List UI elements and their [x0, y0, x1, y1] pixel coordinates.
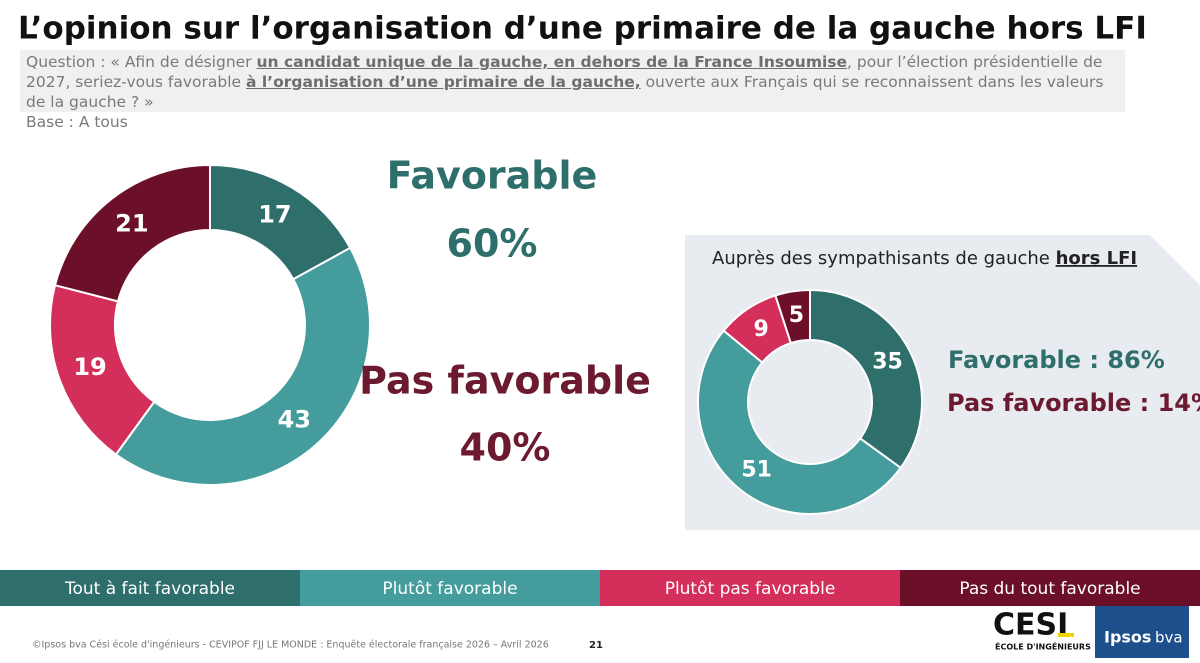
legend-swatch [900, 570, 1200, 606]
legend-swatch [0, 570, 300, 606]
group-name: Pas favorable [359, 359, 651, 403]
ipsos-logo: Ipsos [1104, 628, 1151, 647]
cesi-sub: ÉCOLE D'INGÉNIEURS [995, 641, 1091, 652]
question-text: , pour l’élection présidentielle de 2027… [26, 53, 1103, 91]
question-emphasis: à l’organisation d’une primaire de la ga… [246, 73, 641, 91]
legend-swatch [300, 570, 600, 606]
title: L’opinion sur l’organisation d’une prima… [18, 11, 1147, 47]
donut-slice [114, 246, 371, 486]
legend-label: Pas du tout favorable [959, 579, 1140, 599]
group-label: Favorable : 86% [948, 346, 1165, 374]
panel-title-text: Auprès des sympathisants de gauche [712, 248, 1056, 269]
base-text: Base : A tous [26, 113, 128, 131]
footer-source: ©Ipsos bva Cési école d'ingénieurs - CEV… [32, 640, 549, 651]
ipsos-logo-box [1095, 606, 1189, 658]
panel-title: Auprès des sympathisants de gauche hors … [712, 248, 1137, 269]
group-label: Pas favorable : 14% [947, 389, 1200, 417]
donut-slice [774, 288, 811, 345]
cesi-underline [1058, 633, 1074, 637]
legend-label: Tout à fait favorable [64, 579, 235, 599]
donut-slice [809, 288, 923, 470]
group-value: 40% [460, 426, 551, 470]
donut-slice [53, 163, 211, 303]
slice-label: 35 [872, 350, 903, 375]
slice-label: 5 [789, 303, 804, 328]
question-box: Question : « Afin de désigner un candida… [20, 50, 1125, 131]
cesi-logo: CESI [993, 608, 1068, 643]
slice-label: 19 [73, 353, 106, 381]
slice-label: 51 [741, 458, 772, 483]
legend-swatch [600, 570, 900, 606]
page-number: 21 [589, 640, 603, 651]
slice-label: 9 [753, 317, 768, 342]
panel-title-emphasis: hors LFI [1056, 248, 1138, 269]
group-name: Favorable [387, 154, 598, 198]
legend-label: Plutôt pas favorable [665, 579, 836, 599]
question-emphasis: un candidat unique de la gauche, en deho… [256, 53, 848, 71]
donut-slice [697, 329, 903, 516]
group-value: 60% [447, 222, 538, 266]
question-text: Question : « Afin de désigner [26, 53, 257, 71]
slice-label: 17 [258, 200, 291, 228]
question-text: ouverte aux Français qui se reconnaissen… [26, 73, 1104, 111]
slice-label: 21 [115, 209, 148, 237]
donut-slice [49, 283, 156, 456]
legend-label: Plutôt favorable [382, 579, 517, 599]
slice-label: 43 [278, 406, 311, 434]
bva-logo: bva [1155, 629, 1183, 647]
